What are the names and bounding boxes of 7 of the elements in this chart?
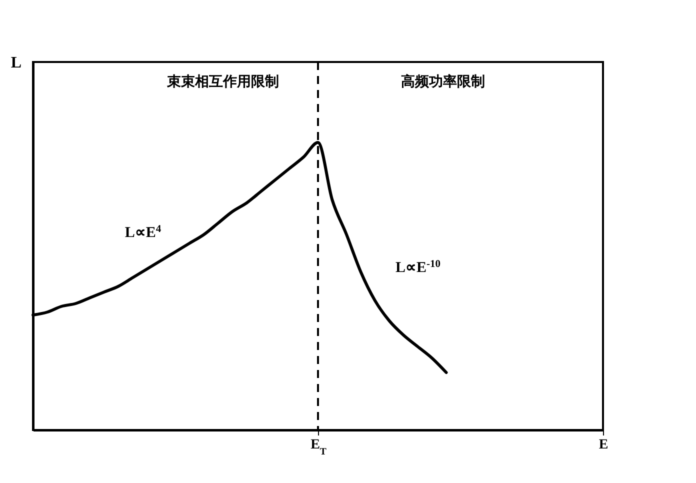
annotation: L∝E$^{4}$	[124, 224, 162, 241]
text: 高频功率限制	[401, 73, 485, 90]
x-tick-label: E	[598, 438, 608, 452]
text: 束束相互作用限制	[166, 74, 279, 90]
x-tick-label: E$_{T}$	[310, 438, 327, 457]
y-axis-title: L	[10, 54, 22, 72]
annotation: L∝E$^{-10}$	[395, 258, 441, 276]
